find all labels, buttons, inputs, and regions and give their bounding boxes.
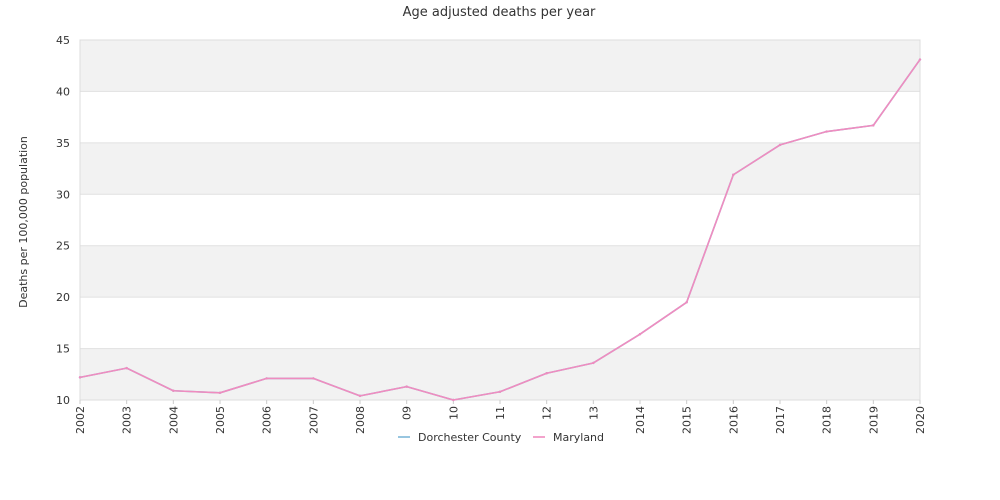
y-tick-label: 40 <box>56 85 70 98</box>
data-point <box>78 376 82 379</box>
x-tick-label: 10 <box>447 406 460 420</box>
data-point <box>172 389 175 392</box>
y-tick-label: 10 <box>56 394 70 407</box>
x-tick-label: 2015 <box>681 406 694 434</box>
data-point <box>405 385 408 388</box>
x-tick-label: 2007 <box>307 406 320 434</box>
y-axis-label: Deaths per 100,000 population <box>17 136 30 308</box>
data-point <box>918 58 922 61</box>
y-tick-label: 30 <box>56 188 70 201</box>
x-tick-label: 2017 <box>774 406 787 434</box>
x-tick-label: 12 <box>541 406 554 420</box>
data-point <box>358 394 362 398</box>
data-point <box>125 366 128 370</box>
grid-lines <box>80 39 920 401</box>
grid-band <box>80 142 920 195</box>
plot-border <box>79 39 921 401</box>
data-point <box>218 391 222 394</box>
x-tick-label: 2006 <box>261 406 274 434</box>
data-point <box>265 377 268 380</box>
x-tick-label: 2018 <box>821 406 834 434</box>
x-tick-label: 13 <box>587 406 600 420</box>
legend-item[interactable]: Maryland <box>533 431 604 444</box>
grid-band <box>80 40 920 92</box>
y-tick-label: 25 <box>56 240 70 253</box>
x-tick-label: 2005 <box>214 406 227 434</box>
x-tick-label: 2014 <box>634 406 647 434</box>
series-lines <box>78 58 922 402</box>
grid-band <box>80 245 920 298</box>
data-point <box>498 390 502 393</box>
x-tick-label: 2008 <box>354 406 367 434</box>
x-tick-label: 2016 <box>727 406 740 434</box>
legend-item[interactable]: Dorchester County <box>398 431 522 444</box>
x-tick-label: 2004 <box>167 406 180 434</box>
x-tick-label: 2020 <box>914 406 927 434</box>
grid-bands <box>80 40 920 400</box>
data-point <box>825 130 828 133</box>
data-point <box>778 143 782 147</box>
y-tick-label: 35 <box>56 137 70 150</box>
x-axis-ticks: 2002 2003 2004 2005 2006 2007 2008 09 10 11 12 13 20… <box>74 400 927 434</box>
data-point <box>638 332 642 336</box>
x-tick-label: 09 <box>401 406 414 420</box>
data-point <box>592 361 595 365</box>
x-tick-label: 2002 <box>74 406 87 434</box>
legend-label: Dorchester County <box>418 431 522 444</box>
data-point <box>685 301 688 304</box>
data-point <box>545 372 548 375</box>
data-point <box>452 398 455 402</box>
y-tick-label: 20 <box>56 291 70 304</box>
x-tick-label: 2003 <box>121 406 134 434</box>
chart-title: Age adjusted deaths per year <box>403 5 596 20</box>
legend-label: Maryland <box>553 431 604 444</box>
y-tick-label: 15 <box>56 343 70 356</box>
data-point <box>732 173 735 176</box>
data-point <box>872 124 875 127</box>
y-tick-label: 45 <box>56 34 70 47</box>
data-point <box>312 377 315 380</box>
y-axis-ticks: 10 15 20 25 30 35 40 45 <box>56 34 70 407</box>
x-tick-label: 2019 <box>867 406 880 434</box>
legend: Dorchester County Maryland <box>398 431 604 444</box>
x-tick-label: 11 <box>494 406 507 420</box>
